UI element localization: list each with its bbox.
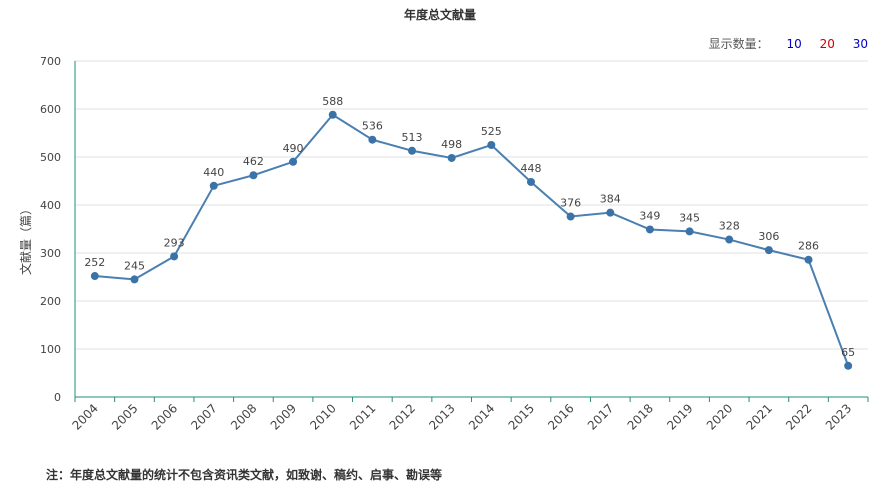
- data-label: 286: [798, 240, 819, 253]
- data-point: [804, 255, 813, 264]
- display-count-option-10[interactable]: 10: [786, 37, 802, 51]
- x-tick-label: 2012: [387, 401, 418, 432]
- x-tick-label: 2010: [307, 401, 338, 432]
- data-point: [368, 135, 377, 144]
- data-label: 513: [402, 131, 423, 144]
- data-label: 490: [283, 142, 304, 155]
- data-label: 448: [520, 162, 541, 175]
- data-point: [249, 171, 258, 180]
- data-label: 384: [600, 193, 621, 206]
- data-label: 345: [679, 211, 700, 224]
- x-tick-label: 2007: [188, 401, 219, 432]
- data-point: [764, 246, 773, 255]
- data-label: 440: [203, 166, 224, 179]
- x-tick-label: 2008: [228, 401, 259, 432]
- x-tick-label: 2015: [506, 401, 537, 432]
- data-label: 588: [322, 95, 343, 108]
- data-point: [408, 146, 417, 155]
- chart-title: 年度总文献量: [403, 8, 476, 22]
- x-tick-label: 2019: [664, 401, 695, 432]
- data-point: [170, 252, 179, 261]
- display-count-option-30[interactable]: 30: [852, 37, 868, 51]
- data-label: 349: [639, 209, 660, 222]
- data-label: 306: [758, 230, 779, 243]
- data-label: 328: [719, 220, 740, 233]
- data-point: [606, 208, 615, 217]
- x-tick-label: 2011: [347, 401, 378, 432]
- data-label: 376: [560, 197, 581, 210]
- data-label: 462: [243, 155, 264, 168]
- display-count-selector: 显示数量： 10 20 30: [709, 35, 868, 52]
- data-point: [328, 110, 337, 119]
- data-label: 65: [841, 346, 855, 359]
- data-point: [289, 157, 298, 166]
- data-point: [209, 181, 218, 190]
- x-tick-label: 2013: [426, 401, 457, 432]
- data-point: [725, 235, 734, 244]
- series-line: [94, 113, 850, 367]
- data-label: 525: [481, 125, 502, 138]
- y-tick-label: 100: [40, 343, 61, 356]
- x-tick-label: 2016: [545, 401, 576, 432]
- data-point: [447, 153, 456, 162]
- data-point: [526, 177, 535, 186]
- data-point: [685, 227, 694, 236]
- data-label: 536: [362, 120, 383, 133]
- x-tick-label: 2009: [268, 401, 299, 432]
- y-tick-label: 200: [40, 295, 61, 308]
- x-tick-label: 2006: [149, 401, 180, 432]
- y-tick-label: 600: [40, 103, 61, 116]
- x-tick-label: 2020: [704, 401, 735, 432]
- y-tick-label: 700: [40, 55, 61, 68]
- x-tick-label: 2023: [823, 401, 854, 432]
- y-tick-label: 500: [40, 151, 61, 164]
- x-tick-label: 2014: [466, 401, 497, 432]
- x-tick-label: 2018: [625, 401, 656, 432]
- y-axis-title: 文献量（篇）: [18, 203, 33, 275]
- x-tick-label: 2004: [69, 401, 100, 432]
- display-count-option-20[interactable]: 20: [819, 37, 835, 51]
- data-point: [130, 275, 139, 284]
- data-label: 245: [124, 259, 145, 272]
- y-tick-label: 0: [54, 391, 61, 404]
- data-point: [844, 361, 853, 370]
- y-tick-label: 400: [40, 199, 61, 212]
- x-tick-label: 2022: [783, 401, 814, 432]
- data-label: 498: [441, 138, 462, 151]
- display-count-label: 显示数量：: [708, 37, 769, 51]
- data-point: [487, 141, 496, 149]
- data-label: 293: [164, 236, 185, 249]
- x-tick-label: 2005: [109, 401, 140, 432]
- x-tick-label: 2017: [585, 401, 616, 432]
- footnote: 注：年度总文献量的统计不包含资讯类文献，如致谢、稿约、启事、勘误等: [46, 468, 443, 482]
- data-point: [566, 212, 575, 221]
- data-point: [645, 225, 654, 234]
- x-tick-label: 2021: [743, 401, 774, 432]
- y-tick-label: 300: [40, 247, 61, 260]
- data-point: [90, 272, 99, 281]
- data-label: 252: [84, 256, 105, 269]
